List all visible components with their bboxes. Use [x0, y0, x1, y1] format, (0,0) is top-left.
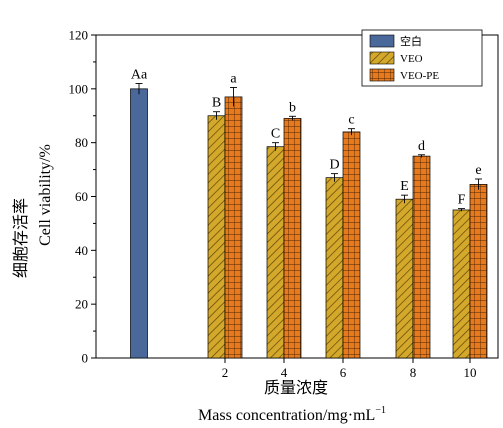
- bar: [130, 88, 148, 359]
- significance-label: d: [418, 139, 425, 154]
- bar: [283, 118, 302, 359]
- y-tick-label: 0: [82, 351, 89, 366]
- x-tick-label: 8: [410, 365, 417, 380]
- x-axis-title-en: Mass concentration/mg·mL−1: [198, 405, 386, 424]
- bar: [412, 155, 431, 359]
- x-axis-title-cn: 质量浓度: [264, 379, 328, 397]
- bar: [224, 96, 243, 359]
- y-tick-label: 60: [75, 189, 88, 204]
- significance-label: Aa: [131, 67, 148, 82]
- x-axis-title-en-superscript: −1: [375, 405, 386, 416]
- significance-label: E: [400, 179, 409, 194]
- significance-label: a: [230, 71, 237, 86]
- legend-swatch-veo: [369, 51, 395, 65]
- bar: [469, 184, 488, 359]
- legend-label-blank: 空白: [400, 34, 422, 48]
- y-axis-title-cn: 细胞存活率: [12, 198, 30, 278]
- significance-label: e: [475, 163, 481, 178]
- y-tick-label: 20: [75, 297, 88, 312]
- x-tick-label: 2: [222, 365, 229, 380]
- y-tick-label: 120: [69, 28, 89, 43]
- legend-swatch-veo-pe: [369, 68, 395, 82]
- bars: [130, 82, 488, 359]
- significance-label: c: [348, 113, 354, 128]
- bar: [207, 115, 226, 359]
- legend: 空白 VEO VEO-PE: [361, 29, 483, 87]
- x-tick-label: 6: [340, 365, 347, 380]
- legend-label-veo: VEO: [400, 53, 423, 65]
- bar: [325, 177, 344, 359]
- significance-label: C: [271, 127, 280, 142]
- legend-label-veo-pe: VEO-PE: [400, 70, 439, 82]
- x-tick-label: 4: [281, 365, 288, 380]
- significance-label: D: [329, 158, 339, 173]
- bar: [266, 146, 285, 359]
- y-tick-label: 100: [69, 81, 89, 96]
- x-tick-label: 10: [464, 365, 477, 380]
- significance-labels: Aa B C D E Fa b c d e: [131, 67, 482, 207]
- y-axis-title-en: Cell viability/%: [37, 144, 54, 246]
- legend-swatch-blank: [369, 34, 395, 48]
- bar: [452, 209, 471, 359]
- significance-label: b: [289, 100, 296, 115]
- significance-label: B: [212, 96, 221, 111]
- y-tick-label: 40: [75, 243, 88, 258]
- x-axis-title-en-main: Mass concentration/mg·mL: [198, 407, 375, 424]
- bar: [395, 198, 414, 359]
- axis-titles: 细胞存活率 Cell viability/% 质量浓度 Mass concent…: [12, 144, 386, 424]
- bar: [342, 131, 361, 359]
- y-tick-label: 80: [75, 135, 88, 150]
- significance-label: F: [458, 193, 466, 208]
